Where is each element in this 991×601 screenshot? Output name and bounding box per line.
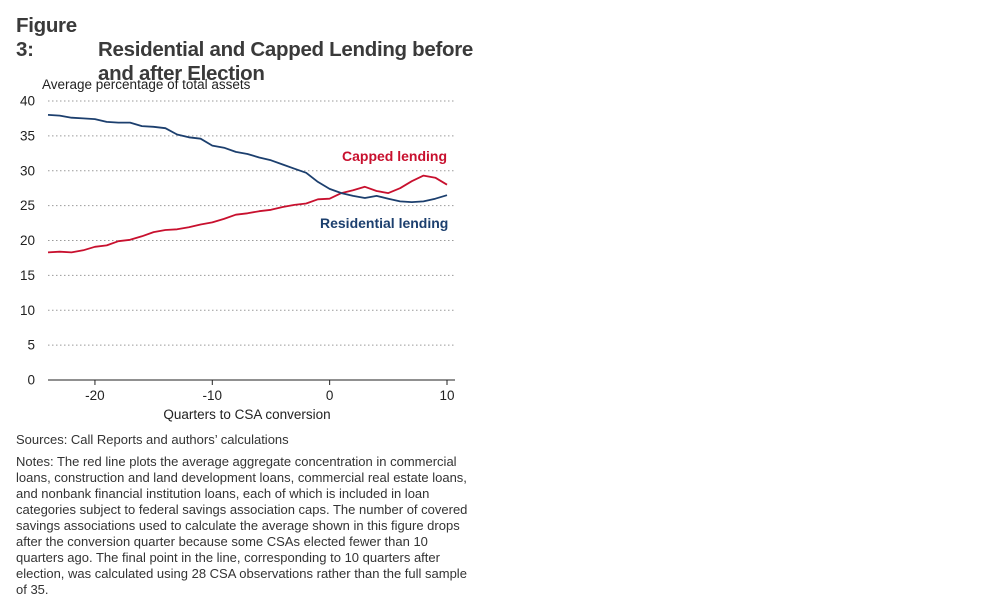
series-label-1: Residential lending xyxy=(320,215,448,231)
x-tick-label: 10 xyxy=(439,388,454,403)
notes-text: Notes: The red line plots the average ag… xyxy=(16,454,468,597)
y-tick-label: 30 xyxy=(20,163,35,178)
y-axis-label: Average percentage of total assets xyxy=(42,77,251,92)
figure-title-line2: and after Election xyxy=(98,62,265,85)
line-chart: Average percentage of total assets 0 5 10 1… xyxy=(20,77,455,422)
y-tick-label: 20 xyxy=(20,233,35,248)
y-tick-label: 15 xyxy=(20,268,35,283)
series-line-0 xyxy=(47,174,448,254)
figure-title: Figure 3: Residential and Capped Lending … xyxy=(16,14,476,86)
series-line-1 xyxy=(47,114,448,204)
x-axis: -20 -10 0 10 xyxy=(48,379,455,403)
series-labels: Capped lending Residential lending xyxy=(320,148,448,231)
y-tick-label: 40 xyxy=(20,94,35,109)
x-tick-label: 0 xyxy=(326,388,334,403)
y-tick-label: 25 xyxy=(20,198,35,213)
y-tick-label: 5 xyxy=(27,338,35,353)
figure-number: Figure 3: xyxy=(16,14,77,61)
y-tick-label: 35 xyxy=(20,128,35,143)
y-tick-label: 0 xyxy=(27,373,35,388)
series-label-0: Capped lending xyxy=(342,148,447,164)
x-tick-label: -20 xyxy=(85,388,105,403)
sources-text: Sources: Call Reports and authors’ calcu… xyxy=(16,432,289,447)
y-tick-label: 10 xyxy=(20,303,35,318)
figure-title-line1: Residential and Capped Lending before xyxy=(98,38,474,61)
x-tick-label: -10 xyxy=(203,388,223,403)
y-axis-ticks: 0 5 10 15 20 25 30 35 40 xyxy=(20,94,35,388)
x-axis-label: Quarters to CSA conversion xyxy=(163,407,330,422)
series-lines xyxy=(47,114,448,254)
